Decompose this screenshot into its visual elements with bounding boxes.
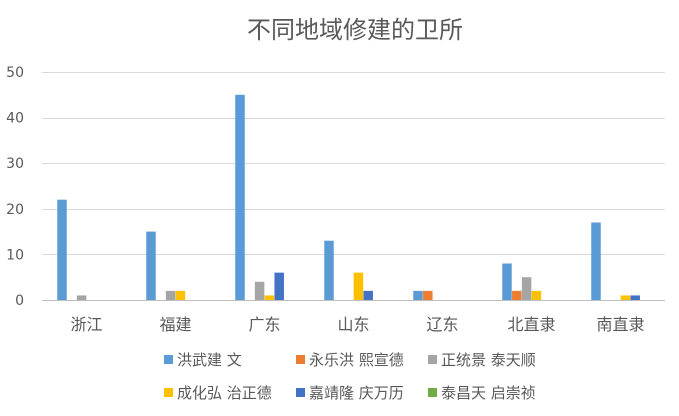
- bars: [57, 94, 640, 300]
- legend-item: 嘉靖隆 庆万历: [296, 384, 404, 402]
- x-tick-label: 南直隶: [596, 315, 644, 334]
- bar: [146, 231, 156, 300]
- x-axis-labels: 浙江 福建 广东 山东 辽东 北直隶 南直隶: [70, 315, 644, 334]
- x-tick-label: 山东: [337, 315, 369, 334]
- bar: [363, 290, 373, 300]
- x-tick-label: 广东: [248, 315, 280, 334]
- legend-swatch: [164, 388, 173, 397]
- x-tick-label: 北直隶: [507, 315, 555, 334]
- bar: [264, 295, 275, 300]
- bar: [235, 94, 245, 300]
- legend-label: 洪武建 文: [177, 351, 242, 369]
- bar: [353, 272, 364, 300]
- y-tick-label: 30: [6, 156, 24, 172]
- legend-swatch: [428, 355, 437, 364]
- bar: [502, 263, 512, 300]
- gridlines: [42, 72, 665, 255]
- legend-label: 嘉靖隆 庆万历: [309, 384, 404, 402]
- legend-label: 泰昌天 启崇祯: [441, 384, 536, 402]
- x-tick-label: 浙江: [70, 315, 102, 334]
- y-axis-ticks: 0 10 20 30 40 50: [6, 65, 24, 309]
- y-tick-label: 50: [6, 65, 24, 81]
- bar: [413, 290, 423, 300]
- bar: [512, 290, 522, 300]
- bar: [423, 290, 433, 300]
- legend-swatch: [296, 388, 305, 397]
- x-tick-label: 辽东: [426, 315, 458, 334]
- bar: [521, 277, 532, 300]
- legend-label: 成化弘 治正德: [177, 384, 272, 402]
- chart-title: 不同地域修建的卫所: [247, 16, 463, 44]
- bar: [274, 272, 284, 300]
- legend-swatch: [296, 355, 305, 364]
- legend-swatch: [428, 388, 437, 397]
- legend-item: 正统景 泰天顺: [428, 351, 536, 369]
- bar: [324, 240, 334, 300]
- bar: [620, 295, 631, 300]
- bar: [175, 290, 186, 300]
- bar: [57, 199, 67, 300]
- legend-item: 成化弘 治正德: [164, 384, 272, 402]
- legend-item: 洪武建 文: [164, 351, 242, 369]
- bar: [254, 281, 265, 300]
- y-tick-label: 0: [15, 293, 24, 309]
- y-tick-label: 40: [6, 111, 24, 127]
- legend-swatch: [164, 355, 173, 364]
- bar: [591, 222, 601, 300]
- legend-item: 泰昌天 启崇祯: [428, 384, 536, 402]
- legend-label: 永乐洪 熙宣德: [309, 351, 404, 369]
- bar: [630, 295, 640, 300]
- legend-label: 正统景 泰天顺: [441, 351, 536, 369]
- y-tick-label: 10: [6, 247, 24, 263]
- bar: [165, 290, 176, 300]
- bar: [76, 295, 87, 300]
- bar: [531, 290, 542, 300]
- x-tick-label: 福建: [159, 315, 191, 334]
- legend-item: 永乐洪 熙宣德: [296, 351, 404, 369]
- y-tick-label: 20: [6, 202, 24, 218]
